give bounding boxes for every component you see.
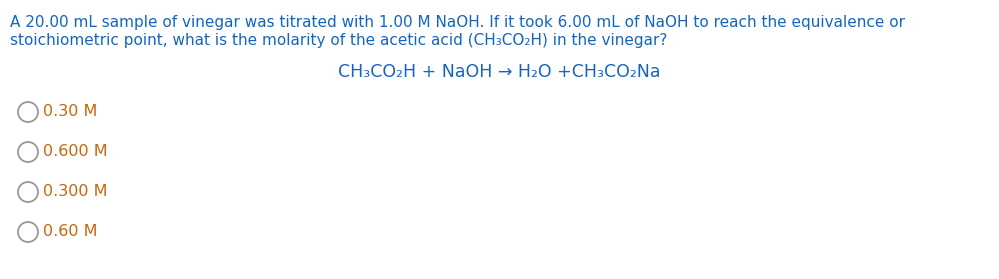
Text: 0.60 M: 0.60 M [43,225,98,239]
Text: 0.600 M: 0.600 M [43,145,108,160]
Text: stoichiometric point, what is the molarity of the acetic acid (CH₃CO₂H) in the v: stoichiometric point, what is the molari… [10,33,667,48]
Text: 0.300 M: 0.300 M [43,184,108,199]
Text: 0.30 M: 0.30 M [43,105,97,119]
Text: CH₃CO₂H + NaOH → H₂O +CH₃CO₂Na: CH₃CO₂H + NaOH → H₂O +CH₃CO₂Na [339,63,660,81]
Text: A 20.00 mL sample of vinegar was titrated with 1.00 M NaOH. If it took 6.00 mL o: A 20.00 mL sample of vinegar was titrate… [10,15,905,30]
